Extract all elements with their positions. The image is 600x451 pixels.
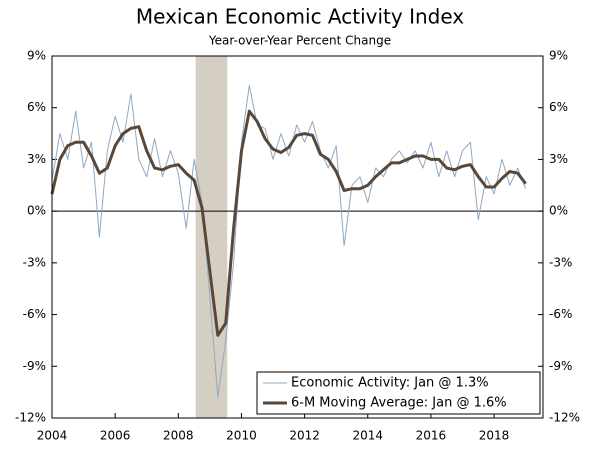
y2-tick-label: -3% <box>549 255 572 269</box>
x-tick-label: 2004 <box>37 429 68 443</box>
y-tick-label: -12% <box>15 411 46 425</box>
x-tick-label: 2018 <box>479 429 510 443</box>
y2-tick-label: -9% <box>549 359 572 373</box>
y2-tick-label: 6% <box>549 100 568 114</box>
legend-label: Economic Activity: Jan @ 1.3% <box>291 376 489 391</box>
recession-shade <box>195 56 228 418</box>
series-line <box>50 109 527 337</box>
chart-title: Mexican Economic Activity Index <box>136 5 464 29</box>
y2-tick-label: 9% <box>549 49 568 63</box>
plot-frame <box>51 55 544 419</box>
x-tick-label: 2012 <box>289 429 320 443</box>
x-tick-label: 2016 <box>416 429 447 443</box>
series-line <box>51 84 527 398</box>
y-tick-label: 6% <box>27 100 46 114</box>
y-tick-label: 9% <box>27 49 46 63</box>
y-tick-label: -6% <box>23 307 46 321</box>
y-tick-label: 0% <box>27 204 46 218</box>
x-tick-label: 2010 <box>226 429 257 443</box>
chart-subtitle: Year-over-Year Percent Change <box>208 34 391 48</box>
y-tick-label: -3% <box>23 255 46 269</box>
y-tick-label: -9% <box>23 359 46 373</box>
y2-tick-label: -12% <box>549 411 580 425</box>
x-tick-label: 2008 <box>163 429 194 443</box>
legend-label: 6-M Moving Average: Jan @ 1.6% <box>291 396 507 411</box>
y2-tick-label: 0% <box>549 204 568 218</box>
x-tick-label: 2014 <box>352 429 383 443</box>
y-tick-label: 3% <box>27 152 46 166</box>
x-tick-label: 2006 <box>100 429 131 443</box>
y2-tick-label: -6% <box>549 307 572 321</box>
legend-box <box>256 371 541 415</box>
y2-tick-label: 3% <box>549 152 568 166</box>
